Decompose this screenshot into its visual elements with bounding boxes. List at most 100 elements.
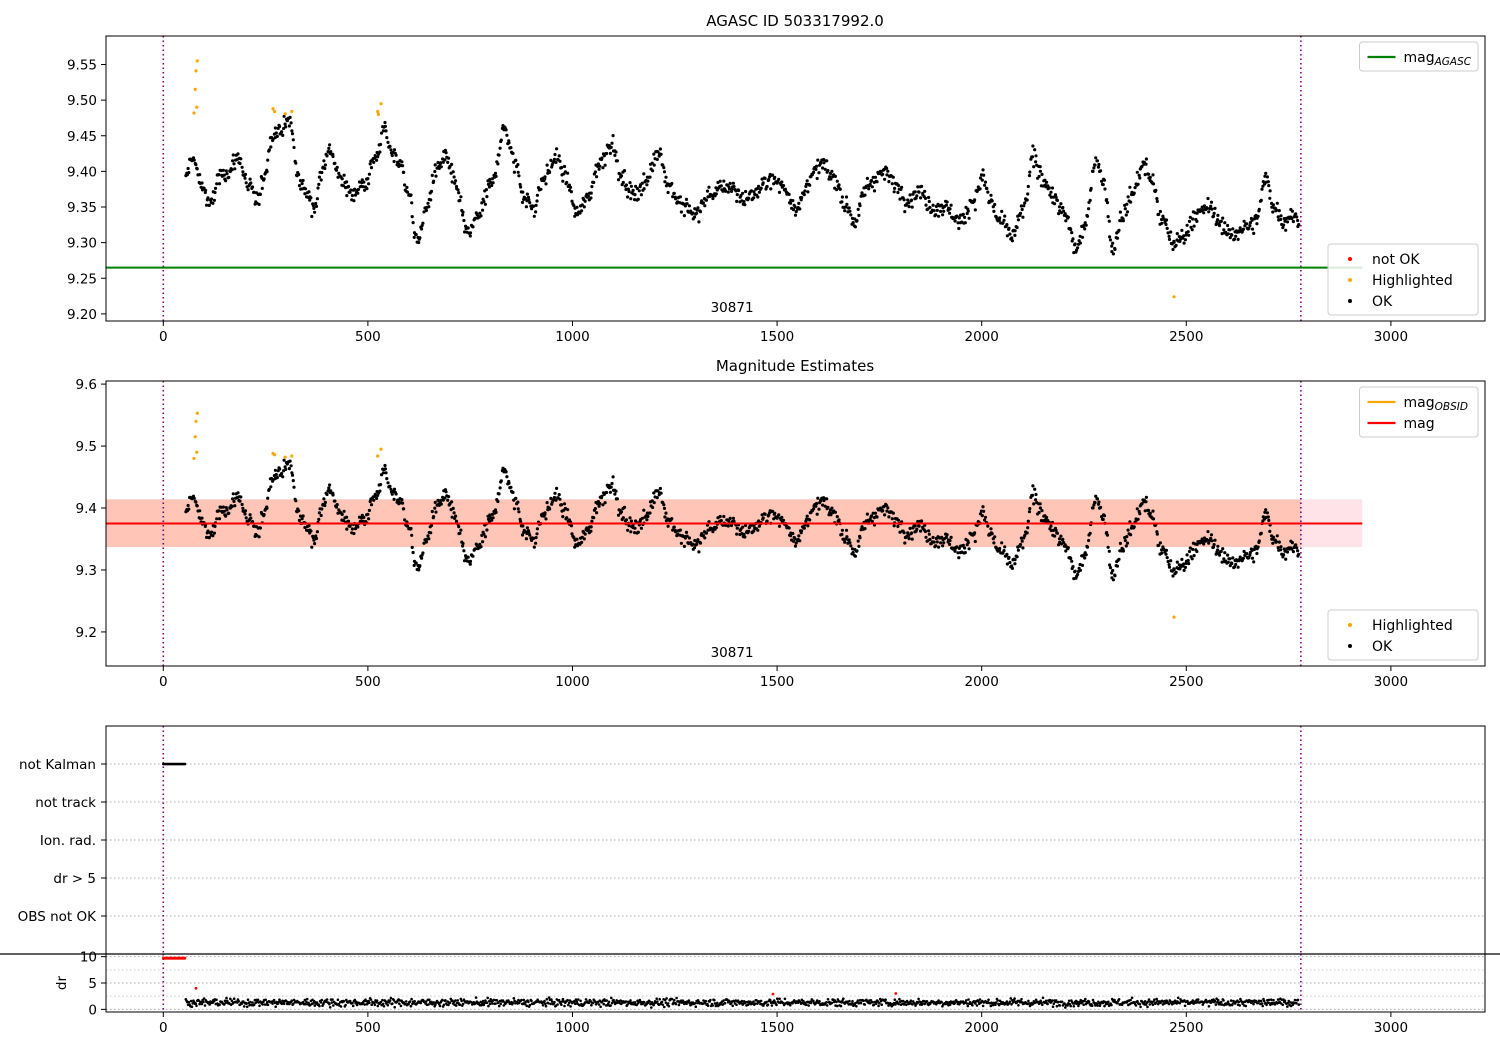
ok-point — [1277, 540, 1281, 544]
dr-point — [256, 998, 260, 1002]
ok-point — [462, 549, 466, 553]
dr-point — [709, 998, 712, 1002]
ok-point — [1118, 541, 1122, 546]
ok-point — [386, 140, 390, 144]
dr-point — [825, 1004, 829, 1007]
ok-point — [898, 197, 902, 201]
dr-point — [328, 1006, 332, 1009]
legend-label: Highlighted — [1372, 618, 1453, 634]
ok-point — [652, 163, 656, 167]
ok-point — [1221, 547, 1225, 551]
flag-point — [183, 762, 187, 766]
ok-point — [633, 531, 637, 535]
dr-point — [783, 997, 787, 1001]
ok-point — [439, 498, 443, 503]
ok-point — [560, 503, 564, 507]
ok-point — [507, 141, 511, 145]
ok-point — [881, 509, 885, 513]
ok-point — [439, 165, 443, 169]
dr-point — [486, 996, 490, 1000]
ok-point — [948, 207, 952, 211]
ok-point — [948, 542, 952, 547]
ok-point — [1172, 240, 1176, 244]
ok-point — [1088, 198, 1092, 202]
ok-point — [907, 201, 911, 205]
dr-point — [189, 999, 193, 1003]
dr-point — [650, 1006, 653, 1009]
ok-point — [307, 524, 311, 528]
ok-point — [553, 491, 557, 495]
ok-point — [693, 207, 697, 211]
ok-point — [986, 190, 990, 194]
ok-point — [505, 133, 509, 137]
ok-point — [1105, 201, 1110, 205]
ok-point — [258, 526, 262, 530]
ok-point — [243, 176, 247, 180]
ok-point — [648, 511, 652, 515]
dr-point — [351, 1004, 355, 1008]
ok-point — [568, 185, 573, 189]
dr-point — [893, 998, 897, 1001]
ok-point — [1209, 536, 1213, 540]
ok-point — [855, 219, 859, 223]
dr-point — [230, 999, 234, 1002]
ok-point — [592, 516, 596, 520]
ok-point — [1121, 549, 1125, 553]
ok-point — [1049, 190, 1053, 194]
ok-point — [1184, 233, 1188, 237]
ok-point — [552, 495, 557, 500]
ok-point — [868, 517, 872, 522]
ok-point — [524, 205, 529, 209]
ok-point — [1192, 224, 1196, 228]
ok-point — [856, 539, 860, 543]
ok-point — [1264, 508, 1268, 512]
ok-point — [429, 531, 433, 535]
ok-point — [631, 188, 635, 192]
ok-point — [262, 513, 266, 517]
ok-point — [317, 182, 321, 186]
dr-point — [319, 1001, 323, 1004]
y-tick-label: 9.50 — [67, 93, 97, 109]
ok-point — [383, 120, 387, 125]
ok-point — [1161, 214, 1165, 218]
ok-point — [543, 175, 547, 179]
ok-point — [582, 537, 586, 541]
ok-point — [1185, 223, 1189, 227]
ok-point — [825, 159, 829, 163]
ok-point — [840, 200, 844, 204]
ok-point — [221, 505, 225, 509]
dr-point — [765, 1000, 768, 1004]
dr-point — [974, 1002, 977, 1005]
ok-point — [915, 194, 919, 198]
legend-dot-marker — [1348, 623, 1352, 627]
ok-point — [1000, 209, 1004, 213]
ok-point — [410, 545, 414, 550]
ok-point — [765, 519, 769, 523]
ok-point — [825, 497, 829, 501]
ok-point — [238, 499, 242, 503]
ok-point — [945, 533, 949, 537]
ok-point — [493, 171, 498, 175]
ok-point — [409, 193, 413, 197]
ok-point — [417, 240, 421, 245]
ok-point — [1082, 223, 1086, 227]
ok-point — [735, 193, 739, 197]
ok-point — [871, 511, 875, 515]
ok-point — [319, 178, 323, 182]
dr-point — [544, 1004, 548, 1008]
ok-point — [642, 172, 646, 176]
ok-point — [217, 517, 222, 521]
ok-point — [566, 508, 570, 512]
dr-point — [1077, 1004, 1080, 1008]
ok-point — [459, 528, 463, 532]
ok-point — [573, 545, 577, 549]
ok-point — [608, 151, 613, 155]
ok-point — [981, 505, 985, 509]
ok-point — [981, 168, 985, 172]
ok-point — [633, 526, 637, 530]
dr-point — [1090, 1004, 1094, 1007]
ok-point — [483, 535, 487, 539]
ok-point — [752, 529, 756, 533]
dr-point — [489, 998, 493, 1001]
ok-point — [557, 154, 561, 158]
